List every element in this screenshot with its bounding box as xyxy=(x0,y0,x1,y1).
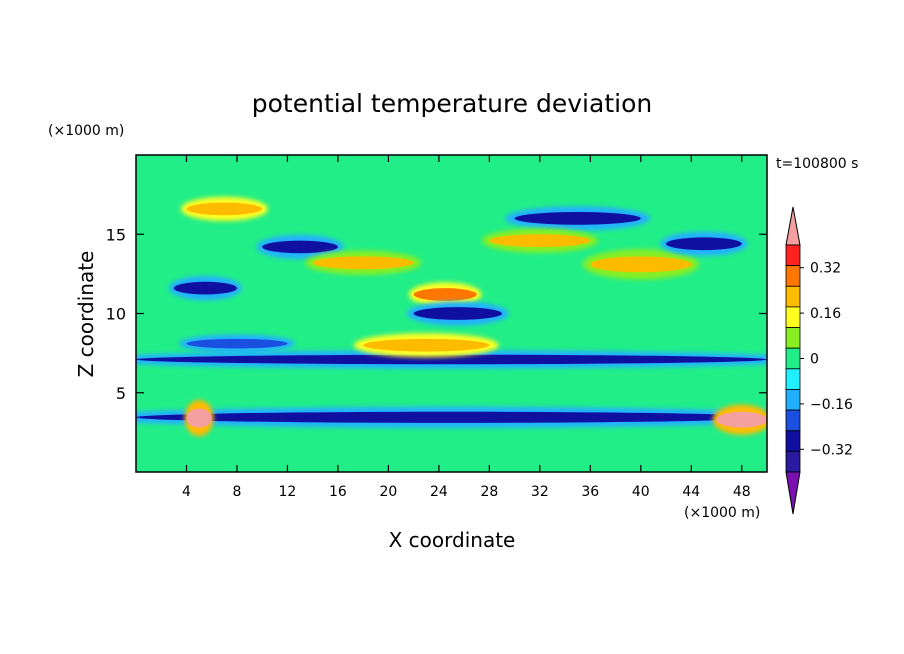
colorbar-segment xyxy=(785,244,801,267)
field-feature xyxy=(413,288,477,301)
field-feature xyxy=(312,256,414,270)
field-feature xyxy=(489,234,591,247)
x-unit-label: (×1000 m) xyxy=(684,505,760,521)
colorbar-extend-min xyxy=(785,471,801,515)
x-tick-label: 44 xyxy=(682,484,700,500)
x-tick-label: 36 xyxy=(581,484,599,500)
colorbar-segment xyxy=(785,450,801,473)
field-feature xyxy=(136,411,767,423)
colorbar-tick-label: −0.32 xyxy=(810,442,853,458)
colorbar-segment xyxy=(785,389,801,411)
x-tick-label: 20 xyxy=(379,484,397,500)
y-axis-label: Z coordinate xyxy=(74,251,98,378)
plot-area xyxy=(136,155,767,472)
y-tick-label: 5 xyxy=(116,384,126,403)
x-tick-label: 48 xyxy=(733,484,751,500)
x-axis-label: X coordinate xyxy=(389,528,516,552)
colorbar-tick-label: 0 xyxy=(810,352,819,368)
colorbar-tick-label: 0.32 xyxy=(810,261,841,277)
colorbar-segment xyxy=(785,327,801,349)
field-feature xyxy=(186,408,212,428)
field-feature xyxy=(136,354,767,365)
contour-field xyxy=(136,196,767,437)
field-feature xyxy=(590,256,692,273)
colorbar-segment xyxy=(785,285,801,308)
colorbar-segment xyxy=(785,409,801,432)
field-feature xyxy=(666,237,742,251)
y-tick-label: 10 xyxy=(106,305,126,324)
x-tick-label: 32 xyxy=(531,484,549,500)
x-tick-label: 40 xyxy=(632,484,650,500)
colorbar-tick-label: 0.16 xyxy=(810,306,841,322)
field-feature xyxy=(514,212,641,225)
x-tick-label: 8 xyxy=(232,484,241,500)
field-feature xyxy=(363,338,490,352)
x-tick-label: 28 xyxy=(480,484,498,500)
field-feature xyxy=(262,240,338,254)
x-tick-label: 24 xyxy=(430,484,448,500)
x-tick-label: 12 xyxy=(279,484,297,500)
colorbar-segment xyxy=(785,306,801,328)
x-axis: 4 8 12 16 20 24 28 32 36 40 44 48 xyxy=(182,155,751,500)
colorbar: 0.32 0.16 0 −0.16 −0.32 xyxy=(785,206,853,515)
colorbar-segment xyxy=(785,347,801,370)
chart-title: potential temperature deviation xyxy=(252,89,652,118)
y-axis: 5 10 15 xyxy=(106,225,767,403)
field-feature xyxy=(186,338,288,349)
colorbar-segment xyxy=(785,265,801,287)
x-tick-label: 16 xyxy=(329,484,347,500)
y-tick-label: 15 xyxy=(106,225,126,244)
x-tick-label: 4 xyxy=(182,484,191,500)
colorbar-extend-max xyxy=(785,206,801,246)
time-label: t=100800 s xyxy=(776,156,858,172)
field-feature xyxy=(413,307,502,320)
colorbar-tick-label: −0.16 xyxy=(810,397,853,413)
colorbar-segment xyxy=(785,430,801,452)
field-feature xyxy=(173,281,237,295)
y-unit-label: (×1000 m) xyxy=(48,123,124,139)
field-feature xyxy=(186,202,263,216)
colorbar-segment xyxy=(785,368,801,390)
field-feature xyxy=(716,411,767,428)
